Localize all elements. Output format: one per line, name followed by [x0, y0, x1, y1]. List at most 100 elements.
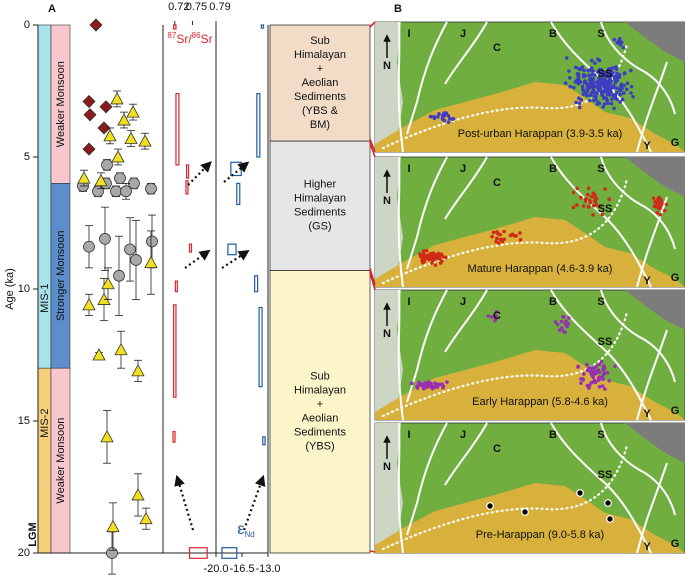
site-dot: [508, 233, 513, 238]
site-dot: [595, 80, 599, 84]
proxy-point: [146, 235, 158, 248]
isotope-box: [258, 306, 263, 388]
site-dot: [594, 202, 599, 207]
proxy-point: [100, 430, 114, 443]
sediment-label: Aeolian: [302, 413, 339, 425]
map-label: Y: [643, 140, 651, 152]
proxy-point: [114, 172, 126, 185]
map-label: B: [549, 296, 557, 308]
site-dot: [597, 76, 601, 80]
river: [397, 289, 404, 421]
label-part: 87: [167, 31, 176, 40]
isotope-box: [188, 243, 193, 253]
site-dot: [612, 74, 617, 79]
site-dot: [440, 113, 445, 118]
site-dot: [615, 71, 619, 76]
sediment-label: Sub: [310, 371, 330, 383]
highland-area: [625, 22, 685, 62]
site-dot: [597, 385, 602, 389]
panel-label: B: [394, 3, 402, 15]
proxy-point: [138, 134, 152, 147]
site-dot: [562, 329, 566, 334]
proxy-point: [124, 243, 136, 256]
map-label: B: [549, 28, 557, 40]
site-dot: [559, 319, 564, 324]
site-dot: [571, 190, 576, 195]
site-dot: [553, 320, 558, 324]
site-dot: [586, 205, 591, 209]
proxy-point: [110, 92, 124, 105]
map-label: N: [383, 195, 391, 207]
site-dot: [612, 37, 617, 42]
site-dot: [591, 213, 595, 217]
site-dot: [486, 502, 494, 510]
proxy-point: [97, 292, 111, 305]
highland-area: [625, 290, 685, 330]
site-dot: [493, 318, 497, 323]
isotope-box: [262, 436, 266, 446]
map-label: B: [549, 429, 557, 441]
site-dot: [581, 378, 585, 382]
map-label: N: [383, 461, 391, 473]
river: [406, 289, 448, 403]
label-part: Nd: [244, 530, 254, 539]
site-dot: [567, 69, 571, 73]
river: [406, 156, 448, 270]
site-dot: [494, 314, 499, 319]
sediment-box: [269, 270, 371, 554]
site-dot: [423, 381, 428, 385]
proxy-point: [144, 255, 158, 269]
site-dot: [575, 71, 580, 76]
isotope-box: [172, 430, 176, 443]
column-label: εNd: [237, 521, 254, 538]
site-dot: [568, 84, 573, 89]
site-dot: [567, 76, 572, 80]
site-dot: [594, 369, 598, 374]
map-label: G: [671, 405, 680, 417]
site-dot: [589, 91, 594, 96]
site-dot: [618, 84, 623, 89]
map-label: C: [493, 42, 501, 54]
connector: [369, 21, 376, 28]
mis-label: MIS-2: [39, 409, 51, 438]
site-dot: [618, 100, 622, 104]
site-dot: [664, 202, 669, 207]
site-dot: [495, 229, 499, 234]
site-dot: [601, 368, 606, 372]
site-dot: [620, 97, 625, 102]
sediment-label: (YBS &: [302, 105, 339, 117]
map-label: Y: [643, 408, 651, 420]
x-tick-label: -13.0: [255, 563, 280, 575]
site-dot: [589, 58, 594, 63]
site-dot: [433, 263, 438, 267]
mis-label: MIS-1: [39, 284, 51, 313]
site-dot: [590, 72, 595, 77]
site-dot: [589, 380, 593, 385]
site-dot: [579, 195, 583, 200]
site-dot: [432, 257, 437, 261]
proxy-point: [99, 100, 113, 114]
river: [636, 462, 668, 554]
isotope-box: [256, 93, 261, 158]
isotope-box: [221, 547, 238, 559]
proxy-point: [82, 142, 96, 156]
site-dot: [629, 84, 634, 89]
proxy-point: [103, 129, 117, 142]
site-dot: [436, 115, 440, 119]
site-dot: [575, 186, 579, 191]
y-tick-label: 10: [18, 283, 30, 295]
site-dot: [447, 116, 452, 121]
map-label: SS: [598, 203, 613, 215]
palaeo-river: [381, 310, 629, 418]
proxy-point: [92, 185, 104, 198]
site-dot: [659, 202, 664, 207]
river: [600, 156, 676, 250]
map-caption: Early Harappan (5.8-4.6 ka): [472, 396, 608, 408]
map-label: J: [460, 163, 466, 175]
map-label: G: [671, 272, 680, 284]
proxy-point: [110, 185, 122, 198]
site-dot: [592, 199, 597, 203]
site-dot: [555, 322, 560, 327]
river: [397, 156, 404, 288]
map-label: B: [549, 163, 557, 175]
